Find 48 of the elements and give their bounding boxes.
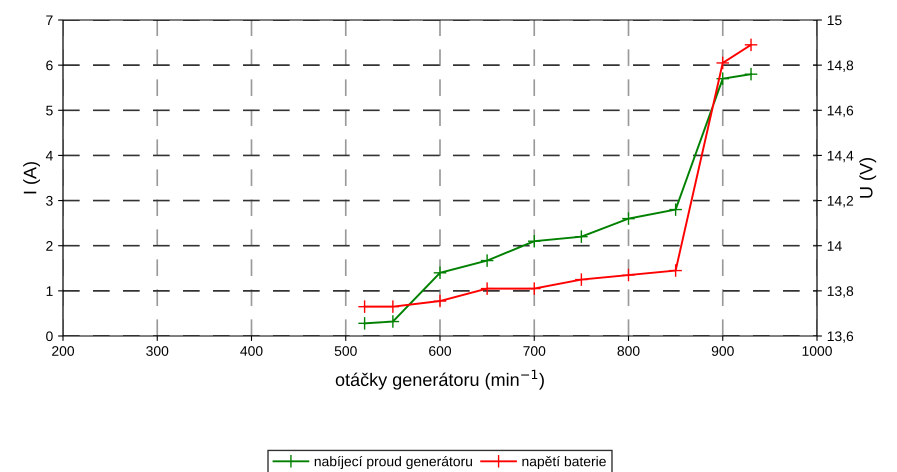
x-tick-label: 300 — [146, 346, 168, 356]
x-tick-label: 500 — [334, 346, 357, 356]
point — [433, 266, 447, 280]
point — [574, 230, 588, 244]
y2-tick-label: 14,6 — [828, 106, 854, 118]
point — [622, 268, 636, 282]
y-tick-label: 1 — [46, 286, 53, 296]
point — [716, 56, 730, 70]
y2-tick-label: 13,8 — [828, 286, 854, 298]
y-tick-label: 2 — [46, 241, 53, 251]
point — [668, 202, 683, 217]
point — [386, 314, 400, 328]
x-tick-label: 200 — [52, 346, 74, 356]
y2-tick-label: 14,8 — [828, 60, 854, 72]
y2-axis-title: U (V) — [859, 158, 876, 198]
point — [574, 272, 588, 287]
y-tick-label: 6 — [46, 60, 53, 70]
point — [527, 234, 542, 248]
x-tick-label: 600 — [429, 346, 452, 356]
point — [480, 282, 494, 296]
legend-label: napětí baterie — [522, 456, 606, 470]
point — [433, 294, 447, 308]
point — [716, 72, 730, 86]
x-tick-label: 900 — [712, 346, 734, 356]
legend-label: nabíjecí proud generátoru — [314, 456, 472, 470]
y-tick-label: 7 — [46, 15, 53, 26]
y-tick-label: 0 — [46, 331, 53, 342]
point — [480, 254, 494, 268]
y-axis-title: I (A) — [23, 162, 40, 194]
y2-tick-label: 13,6 — [828, 331, 854, 343]
x-tick-label: 1000 — [802, 346, 832, 356]
point — [527, 282, 542, 296]
point — [358, 316, 372, 330]
y2-tick-label: 14,4 — [828, 150, 854, 162]
point — [622, 212, 636, 226]
x-axis-title: otáčky generátoru (min$^{−1}$) — [336, 370, 544, 390]
y2-tick-label: 14,2 — [828, 196, 854, 208]
y2-tick-label: 14 — [828, 241, 842, 251]
x-tick-label: 700 — [523, 346, 546, 356]
point — [668, 264, 683, 278]
x-tick-label: 800 — [618, 346, 640, 356]
x-tick-label: 400 — [240, 346, 263, 356]
y-tick-label: 5 — [46, 106, 53, 116]
point — [744, 38, 758, 52]
y-tick-label: 4 — [46, 150, 53, 160]
point — [744, 67, 758, 82]
y-tick-label: 3 — [46, 196, 53, 206]
y2-tick-label: 15 — [828, 15, 842, 26]
